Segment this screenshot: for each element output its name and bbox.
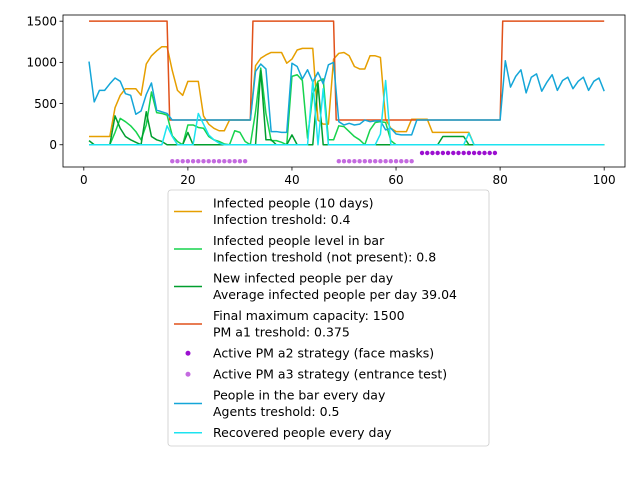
x-tick-label: 100: [593, 173, 616, 187]
y-tick-label: 500: [34, 97, 57, 111]
series-point-6: [206, 159, 211, 164]
series-point-6: [170, 159, 175, 164]
legend-box: [167, 189, 490, 447]
legend-label-7: People in the bar every day: [213, 388, 386, 403]
legend-label-2: Infected people level in bar: [213, 233, 385, 248]
series-point-6: [393, 159, 399, 164]
series-point-6: [185, 159, 191, 164]
series-point-5: [461, 150, 466, 156]
legend-label-8: Recovered people every day: [213, 425, 392, 440]
series-point-5: [451, 150, 456, 156]
series-point-6: [196, 159, 201, 164]
series-point-6: [373, 159, 378, 164]
series-point-6: [404, 159, 409, 164]
series-point-6: [201, 159, 206, 164]
legend-label-4: Final maximum capacity: 1500: [213, 308, 405, 323]
series-point-5: [440, 150, 446, 156]
series-point-5: [466, 150, 472, 156]
series-point-5: [430, 150, 435, 156]
legend-label-1: Infection treshold: 0.4: [213, 212, 351, 227]
series-point-5: [419, 150, 425, 156]
series-point-6: [383, 159, 388, 164]
series-point-5: [477, 150, 482, 156]
x-tick-label: 80: [492, 173, 507, 187]
series-point-6: [357, 159, 362, 164]
series-point-6: [242, 159, 248, 164]
x-tick-label: 60: [388, 173, 403, 187]
legend-swatch-6: [185, 371, 191, 377]
series-point-5: [492, 150, 498, 156]
series-point-5: [445, 150, 451, 156]
series-point-6: [347, 159, 352, 164]
series-point-6: [232, 159, 237, 164]
series-point-6: [237, 159, 243, 164]
x-tick-label: 0: [80, 173, 88, 187]
series-point-6: [211, 159, 217, 164]
legend-label-7: Agents treshold: 0.5: [213, 404, 340, 419]
series-point-6: [336, 159, 341, 164]
series-point-6: [227, 159, 232, 164]
series-line-8: [89, 79, 605, 146]
series-group: [88, 20, 605, 164]
legend-label-4: PM a1 treshold: 0.375: [213, 325, 350, 340]
series-line-7: [88, 59, 605, 136]
series-point-6: [367, 159, 373, 164]
legend: Infected people (10 days)Infection tresh…: [167, 189, 490, 447]
series-point-5: [425, 150, 430, 156]
x-tick-label: 40: [284, 173, 299, 187]
y-tick-label: 1000: [26, 56, 57, 70]
series-point-5: [435, 150, 440, 156]
series-point-6: [180, 159, 185, 164]
series-point-6: [362, 159, 368, 164]
axes-frame: [62, 14, 626, 168]
series-point-6: [190, 159, 196, 164]
legend-label-3: New infected people per day: [213, 271, 394, 286]
series-point-5: [456, 150, 461, 156]
series-point-6: [399, 159, 404, 164]
legend-label-1: Infected people (10 days): [213, 196, 374, 211]
series-point-6: [216, 159, 222, 164]
series-point-6: [352, 159, 357, 164]
series-point-5: [471, 150, 477, 156]
x-tick-label: 20: [180, 173, 195, 187]
y-tick-label: 1500: [26, 14, 57, 28]
legend-label-5: Active PM a2 strategy (face masks): [213, 346, 434, 361]
y-tick-label: 0: [49, 138, 57, 152]
series-point-6: [341, 159, 347, 164]
series-point-6: [388, 159, 394, 164]
series-point-6: [409, 159, 414, 164]
series-point-5: [487, 150, 492, 156]
series-point-5: [482, 150, 487, 156]
series-line-4: [89, 20, 605, 121]
series-point-6: [175, 159, 180, 164]
series-point-6: [378, 159, 383, 164]
series-point-6: [222, 159, 227, 164]
legend-label-2: Infection treshold (not present): 0.8: [213, 250, 436, 265]
legend-label-6: Active PM a3 strategy (entrance test): [213, 367, 447, 382]
legend-swatch-5: [185, 350, 191, 356]
legend-label-3: Average infected people per day 39.04: [213, 287, 457, 302]
